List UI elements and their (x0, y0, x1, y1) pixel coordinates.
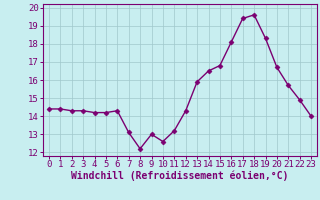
X-axis label: Windchill (Refroidissement éolien,°C): Windchill (Refroidissement éolien,°C) (71, 171, 289, 181)
